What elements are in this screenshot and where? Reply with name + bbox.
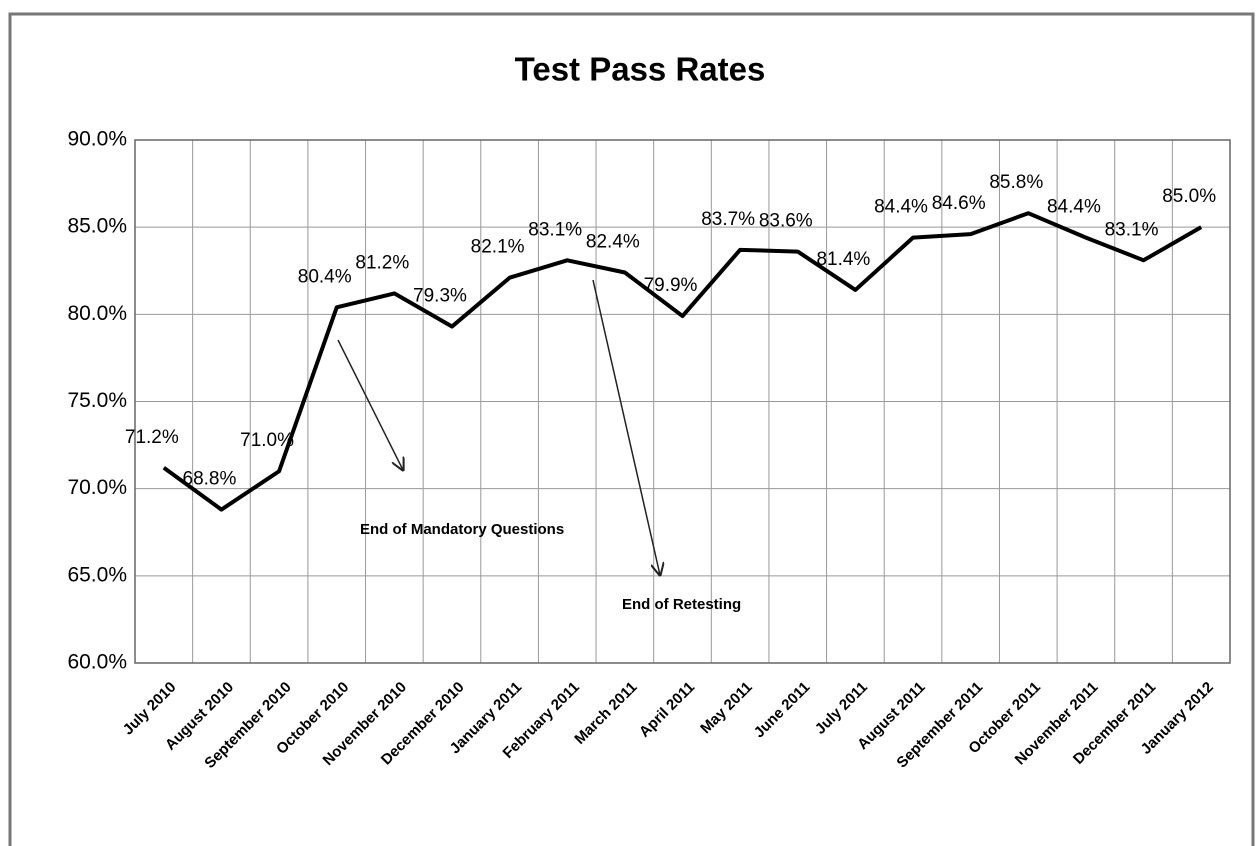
data-label: 83.7% xyxy=(701,209,755,230)
annotation: End of Retesting xyxy=(622,596,741,613)
y-tick-label: 90.0% xyxy=(67,128,127,151)
data-label: 84.4% xyxy=(874,197,928,218)
data-label: 83.1% xyxy=(1105,219,1159,240)
data-label: 82.1% xyxy=(471,237,525,258)
data-label: 85.0% xyxy=(1162,186,1216,207)
data-label: 71.2% xyxy=(125,427,179,448)
data-label: 68.8% xyxy=(183,469,237,490)
data-label: 71.0% xyxy=(240,430,294,451)
plot-frame xyxy=(134,139,1231,664)
data-label: 79.9% xyxy=(644,275,698,296)
annotation: End of Mandatory Questions xyxy=(360,521,564,538)
y-tick-label: 75.0% xyxy=(67,389,127,412)
chart-border xyxy=(8,12,1255,846)
y-tick-label: 80.0% xyxy=(67,302,127,325)
y-tick-label: 85.0% xyxy=(67,215,127,238)
data-line xyxy=(162,211,1203,512)
data-label: 81.4% xyxy=(816,249,870,270)
data-label: 83.1% xyxy=(528,219,582,240)
data-label: 84.4% xyxy=(1047,197,1101,218)
data-label: 79.3% xyxy=(413,286,467,307)
chart-title: Test Pass Rates xyxy=(515,51,766,88)
y-tick-label: 65.0% xyxy=(67,563,127,586)
arrow xyxy=(337,339,403,470)
arrow xyxy=(592,279,660,575)
data-label: 83.6% xyxy=(759,211,813,232)
data-label: 80.4% xyxy=(298,266,352,287)
y-tick-label: 70.0% xyxy=(67,476,127,499)
data-label: 84.6% xyxy=(932,193,986,214)
data-label: 82.4% xyxy=(586,232,640,253)
data-label: 85.8% xyxy=(989,172,1043,193)
data-label: 81.2% xyxy=(355,252,409,273)
y-tick-label: 60.0% xyxy=(67,651,127,674)
